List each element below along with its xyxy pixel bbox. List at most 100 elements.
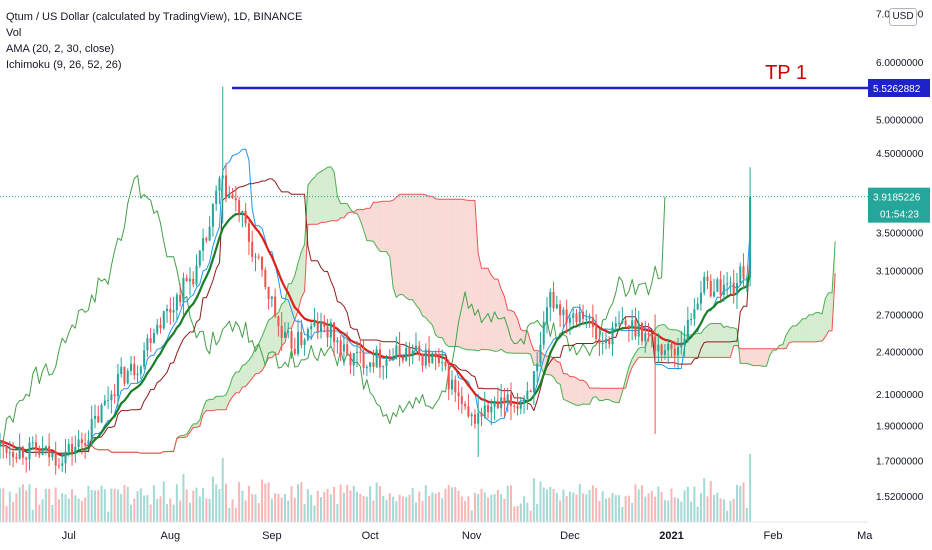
cloud-segment: [632, 353, 636, 368]
candle-body: [136, 373, 139, 376]
cloud-segment: [576, 377, 580, 406]
candle-body: [80, 439, 83, 443]
ama-line-segment: [179, 316, 185, 326]
volume-bar: [44, 488, 47, 522]
ama-line-segment: [283, 286, 290, 295]
ama-line-segment: [280, 279, 287, 289]
volume-bars: [0, 454, 752, 522]
candle-body: [84, 442, 87, 446]
cloud-segment: [799, 318, 803, 342]
leading-span-a-line: [85, 166, 836, 454]
candle-body: [378, 349, 381, 368]
cloud-segment: [320, 169, 325, 223]
vol-indicator-label[interactable]: Vol: [6, 27, 22, 39]
volume-bar: [686, 486, 689, 522]
cloud-segment: [248, 355, 253, 383]
cloud-segment: [262, 328, 266, 371]
volume-bar: [205, 498, 208, 522]
price-axis-background[interactable]: [868, 0, 932, 522]
candle-body: [113, 394, 116, 397]
volume-bar: [424, 485, 427, 522]
cloud-segment: [455, 199, 459, 347]
candle-body: [457, 392, 460, 397]
last-price-label-bg: [868, 187, 930, 223]
symbol-title[interactable]: Qtum / US Dollar (calculated by TradingV…: [6, 11, 303, 23]
volume-bar: [408, 494, 411, 522]
volume-bar: [582, 493, 585, 522]
candle-body: [87, 440, 90, 446]
time-axis[interactable]: Jul Aug Sep Oct Nov Dec 2021 Feb Ma: [62, 530, 873, 542]
candle-body: [441, 361, 444, 364]
ichimoku-indicator-label[interactable]: Ichimoku (9, 26, 52, 26): [6, 59, 122, 71]
volume-bar: [500, 494, 503, 522]
candle-body: [460, 396, 463, 404]
cloud-segment: [733, 327, 737, 346]
volume-bar: [238, 482, 241, 522]
cloud-segment: [533, 350, 538, 366]
cloud-segment: [720, 323, 724, 358]
volume-bar: [287, 500, 290, 522]
candle-body: [424, 349, 427, 366]
candle-body: [365, 367, 368, 369]
volume-bar: [346, 484, 349, 522]
volume-bar: [460, 496, 463, 522]
volume-bar: [48, 488, 51, 522]
volume-bar: [631, 502, 634, 522]
volume-bar: [41, 499, 44, 522]
candle-body: [519, 403, 522, 409]
cloud-segment: [360, 209, 364, 231]
ama-line-segment: [201, 275, 208, 285]
cloud-segment: [805, 314, 810, 342]
candle-body: [346, 344, 349, 354]
price-tick-label: 5.0000000: [876, 116, 924, 127]
candle-body: [650, 334, 653, 337]
candle-body: [18, 446, 21, 459]
candle-body: [614, 323, 617, 328]
cloud-segment: [694, 333, 698, 358]
cloud-segment: [311, 177, 315, 225]
candle-body: [536, 363, 539, 372]
candle-body: [143, 350, 146, 367]
candle-body: [244, 210, 247, 224]
time-axis-background[interactable]: [0, 522, 932, 550]
candle-body: [470, 414, 473, 417]
candle-body: [428, 349, 431, 364]
volume-bar: [385, 499, 388, 522]
cloud-segment: [399, 194, 403, 295]
candle-body: [539, 344, 542, 364]
candle-body: [238, 200, 241, 214]
volume-bar: [483, 492, 486, 522]
volume-bar: [601, 491, 604, 522]
ama-line-segment: [205, 268, 211, 278]
volume-bar: [5, 505, 8, 522]
candle-body: [477, 412, 480, 424]
candle-body: [454, 379, 457, 393]
cloud-segment: [510, 310, 515, 354]
volume-bar: [31, 509, 34, 522]
volume-bar: [654, 496, 657, 522]
candle-body: [326, 326, 329, 338]
volume-bar: [604, 498, 607, 522]
cloud-segment: [586, 382, 590, 405]
lagging-span-line: [0, 175, 666, 446]
volume-bar: [136, 491, 139, 522]
ama-indicator-label[interactable]: AMA (20, 2, 30, close): [6, 43, 115, 55]
volume-bar: [103, 489, 106, 522]
cloud-segment: [429, 196, 433, 326]
candle-body: [618, 322, 621, 324]
ama-line-segment: [274, 263, 280, 274]
volume-bar: [175, 484, 178, 522]
candle-body: [627, 325, 630, 329]
volume-bar: [624, 496, 627, 522]
volume-bar: [283, 494, 286, 522]
volume-bar: [93, 490, 97, 522]
volume-bar: [634, 484, 637, 522]
candle-body: [693, 309, 696, 320]
volume-bar: [516, 505, 519, 522]
cloud-segment: [592, 388, 597, 398]
cloud-segment: [317, 171, 321, 225]
cloud-segment: [609, 388, 613, 402]
currency-button[interactable]: USD: [889, 8, 917, 26]
candle-body: [588, 317, 591, 319]
